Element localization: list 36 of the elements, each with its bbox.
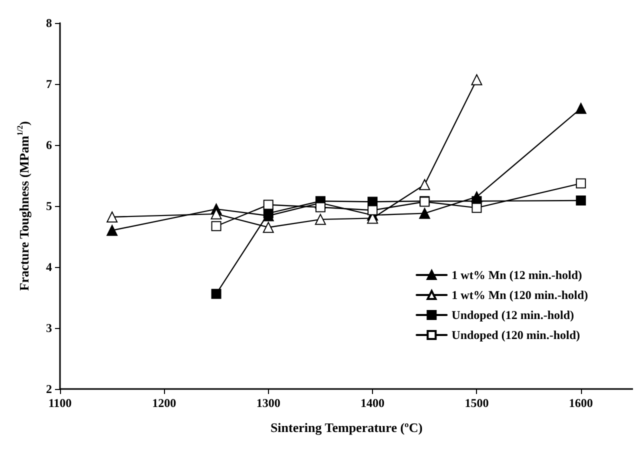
point xyxy=(471,74,482,86)
point xyxy=(211,221,222,232)
point xyxy=(315,202,326,212)
x-tick-label: 1100 xyxy=(48,396,72,410)
point xyxy=(576,196,586,206)
point xyxy=(106,211,118,222)
point xyxy=(419,208,430,219)
point xyxy=(575,102,586,114)
point xyxy=(106,224,118,236)
y-tick-label: 5 xyxy=(46,199,52,213)
point xyxy=(472,202,482,213)
point xyxy=(368,196,378,207)
x-tick-label: 1300 xyxy=(256,396,280,410)
point xyxy=(262,222,274,233)
x-tick-label: 1400 xyxy=(360,396,385,410)
x-axis-title: Sintering Temperature (ºC) xyxy=(270,420,423,435)
point xyxy=(314,214,326,225)
point xyxy=(576,178,586,188)
point xyxy=(419,179,430,190)
y-axis-title: Fracture Toughness (MPam1/2) xyxy=(16,121,32,291)
legend-label: Undoped (12 min.-hold) xyxy=(452,308,574,322)
legend-label: 1 wt% Mn (120 min.-hold) xyxy=(452,288,588,302)
y-tick-label: 8 xyxy=(46,16,52,30)
x-tick-label: 1200 xyxy=(152,396,176,410)
y-tick-label: 7 xyxy=(46,77,52,91)
point xyxy=(368,205,378,216)
point xyxy=(211,288,222,299)
legend-label: 1 wt% Mn (12 min.-hold) xyxy=(452,268,582,282)
x-tick-label: 1600 xyxy=(568,396,593,410)
point xyxy=(263,200,274,210)
y-tick-label: 2 xyxy=(46,382,52,396)
y-tick-label: 3 xyxy=(46,321,52,335)
y-tick-label: 4 xyxy=(46,260,52,274)
x-tick-label: 1500 xyxy=(464,396,489,410)
legend-label: Undoped (120 min.-hold) xyxy=(452,328,580,342)
y-tick-label: 6 xyxy=(46,138,52,152)
